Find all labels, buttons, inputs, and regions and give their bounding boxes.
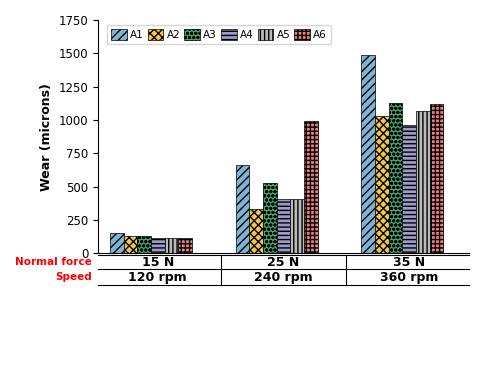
Text: 35 N: 35 N [393, 256, 425, 269]
Bar [389, 104, 402, 253]
Text: 25 N: 25 N [267, 256, 300, 269]
Bar [263, 183, 277, 253]
Text: Normal force: Normal force [15, 257, 92, 267]
Bar [430, 104, 443, 253]
Bar [236, 165, 249, 253]
Bar [165, 238, 178, 253]
Text: 120 rpm: 120 rpm [128, 271, 187, 284]
Bar [416, 111, 430, 253]
Y-axis label: Wear (microns): Wear (microns) [40, 83, 53, 191]
Bar [304, 121, 318, 253]
Bar [151, 238, 165, 253]
Bar [290, 198, 304, 253]
Text: 360 rpm: 360 rpm [380, 271, 439, 284]
Bar [249, 209, 263, 253]
Bar [277, 198, 290, 253]
Bar [110, 233, 123, 253]
Text: Speed: Speed [55, 272, 92, 282]
Bar [123, 236, 137, 253]
Bar [362, 55, 375, 253]
Bar [137, 236, 151, 253]
Text: 240 rpm: 240 rpm [254, 271, 313, 284]
Bar [375, 116, 389, 253]
Bar [402, 125, 416, 253]
Legend: A1, A2, A3, A4, A5, A6: A1, A2, A3, A4, A5, A6 [107, 25, 331, 45]
Text: 15 N: 15 N [142, 256, 174, 269]
Bar [178, 238, 192, 253]
